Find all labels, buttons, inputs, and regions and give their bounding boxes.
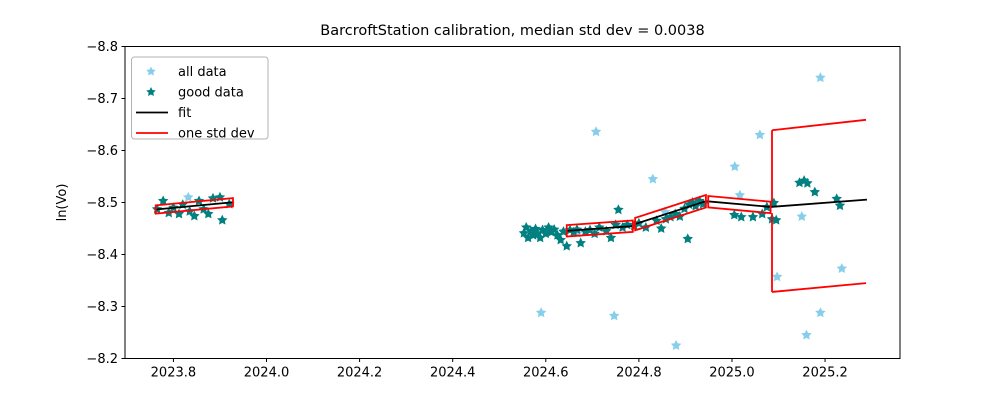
legend-label-fit: fit	[178, 106, 191, 121]
data-point-star	[794, 177, 805, 188]
fit-line-segment	[634, 198, 868, 225]
data-point-star	[613, 204, 624, 215]
data-point-star	[561, 240, 572, 251]
x-axis: 2023.8 2024.0 2024.2 2024.4 2024.6 2024.8 2025…	[151, 358, 848, 381]
legend-marker-star	[146, 66, 156, 76]
data-point-star	[747, 211, 759, 222]
data-point-star	[801, 329, 812, 340]
data-point-star	[729, 209, 740, 220]
plot-content	[151, 72, 868, 350]
data-point-star	[555, 234, 566, 245]
data-point-star	[522, 232, 534, 243]
legend-label-good-data: good data	[178, 86, 244, 101]
x-tick-label: 2023.8	[151, 366, 197, 381]
data-point-star	[815, 307, 826, 318]
data-point-star	[655, 223, 667, 233]
data-point-star	[836, 263, 848, 273]
data-point-star	[690, 200, 701, 211]
data-point-star	[173, 208, 185, 219]
data-point-star	[831, 193, 842, 204]
y-tick-label: −8.8	[86, 40, 118, 55]
data-point-star	[605, 232, 617, 243]
data-point-star	[729, 161, 740, 172]
data-point-star	[183, 191, 194, 202]
data-point-star	[575, 237, 586, 248]
y-axis: −8.8 −8.7 −8.6 −8.5 −8.4 −8.3 −8.2	[86, 40, 125, 367]
data-point-star	[628, 220, 640, 231]
data-point-star	[834, 200, 846, 211]
data-point-star	[770, 214, 782, 225]
envelope-segment	[634, 193, 707, 232]
data-point-star	[608, 310, 620, 321]
legend-label-one-std-dev: one std dev	[178, 127, 255, 142]
y-axis-label: ln(Vo)	[55, 184, 70, 222]
data-point-star	[518, 227, 530, 238]
data-point-star	[682, 233, 693, 244]
data-point-star	[189, 210, 200, 221]
scatter-all-data	[183, 72, 848, 350]
x-tick-label: 2025.2	[802, 366, 848, 381]
legend-markers	[136, 66, 168, 134]
fit-line-segment	[155, 201, 234, 211]
y-tick-label: −8.3	[86, 300, 118, 315]
data-point-star	[802, 177, 813, 188]
x-tick-label: 2024.2	[337, 366, 383, 381]
chart-title: BarcroftStation calibration, median std …	[320, 23, 704, 39]
y-tick-label: −8.4	[86, 248, 118, 263]
data-point-star	[670, 340, 682, 350]
x-tick-label: 2025.0	[709, 366, 755, 381]
data-point-star	[815, 72, 826, 83]
data-point-star	[590, 126, 602, 137]
x-tick-label: 2024.4	[430, 366, 476, 381]
data-point-star	[754, 129, 766, 140]
data-point-star	[647, 173, 659, 184]
data-point-star	[217, 214, 228, 225]
x-tick-label: 2024.0	[244, 366, 290, 381]
envelope-segment	[154, 197, 234, 215]
envelope-lower	[771, 282, 867, 293]
y-tick-label: −8.5	[86, 196, 118, 211]
data-point-star	[571, 224, 583, 234]
y-tick-label: −8.7	[86, 92, 118, 107]
y-tick-label: −8.2	[86, 352, 118, 367]
data-point-star	[157, 195, 169, 206]
y-tick-label: −8.6	[86, 144, 118, 159]
data-point-star	[736, 211, 747, 222]
data-point-star	[756, 208, 768, 219]
legend-marker-star	[146, 87, 156, 97]
fit-line	[155, 198, 868, 232]
data-point-star	[734, 189, 746, 200]
legend-box	[131, 56, 269, 140]
data-point-star	[534, 232, 546, 243]
envelope-segment	[565, 219, 634, 238]
data-point-star	[809, 186, 821, 197]
envelope-upper	[771, 118, 867, 132]
data-point-star	[796, 211, 808, 221]
data-point-star	[535, 307, 547, 318]
scatter-good-data	[151, 175, 846, 251]
x-tick-label: 2024.6	[523, 366, 569, 381]
legend: all data good data fit one std dev	[131, 56, 269, 142]
x-tick-label: 2024.8	[616, 366, 662, 381]
legend-label-all-data: all data	[178, 65, 227, 80]
data-point-star	[203, 208, 214, 219]
fit-line-segment	[566, 225, 633, 232]
stddev-envelope	[154, 118, 867, 293]
data-point-star	[771, 271, 783, 282]
envelope-segment	[707, 195, 772, 215]
data-point-star	[568, 226, 579, 237]
